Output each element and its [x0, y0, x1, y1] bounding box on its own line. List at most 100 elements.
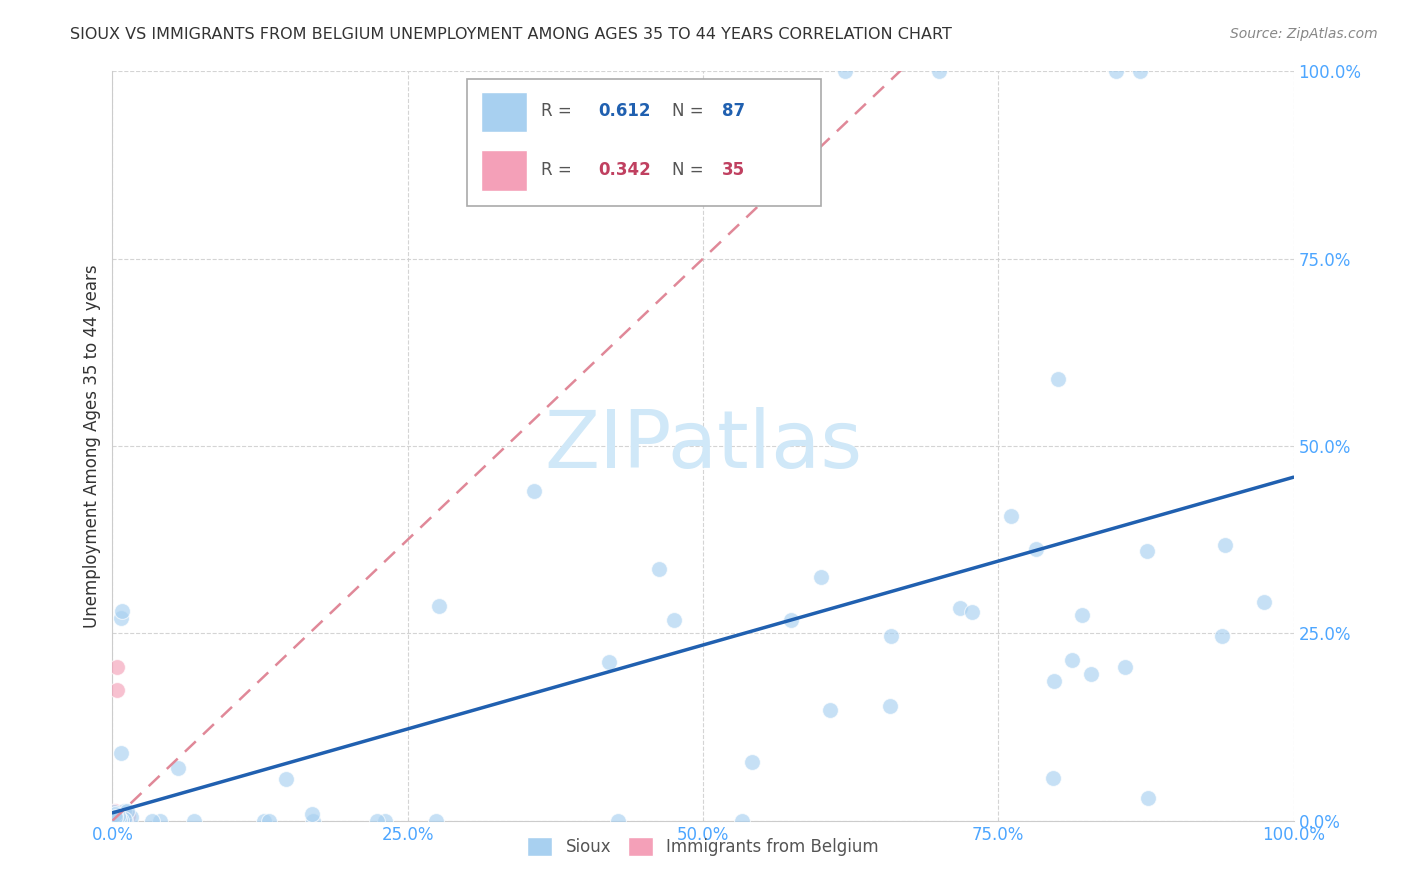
- Point: [105, 814, 128, 828]
- Point: [115, 804, 138, 818]
- Point: [108, 813, 131, 827]
- Point: [103, 812, 125, 826]
- Point: [104, 813, 127, 827]
- Point: [103, 814, 125, 828]
- Point: [107, 812, 129, 826]
- Point: [104, 814, 127, 828]
- Point: [1042, 771, 1064, 785]
- Point: [114, 813, 136, 827]
- Point: [103, 812, 125, 826]
- Point: [427, 599, 450, 613]
- Point: [104, 807, 127, 822]
- Point: [101, 812, 124, 826]
- Point: [114, 811, 136, 825]
- Point: [366, 814, 388, 828]
- Point: [167, 761, 190, 775]
- Point: [425, 814, 447, 828]
- Y-axis label: Unemployment Among Ages 35 to 44 years: Unemployment Among Ages 35 to 44 years: [83, 264, 101, 628]
- Point: [107, 809, 129, 823]
- Point: [103, 810, 125, 824]
- Point: [183, 814, 205, 828]
- Point: [105, 811, 128, 825]
- Text: SIOUX VS IMMIGRANTS FROM BELGIUM UNEMPLOYMENT AMONG AGES 35 TO 44 YEARS CORRELAT: SIOUX VS IMMIGRANTS FROM BELGIUM UNEMPLO…: [70, 27, 952, 42]
- Point: [253, 814, 276, 828]
- Point: [780, 613, 803, 627]
- Point: [606, 814, 628, 828]
- Point: [120, 809, 142, 823]
- Text: ZIPatlas: ZIPatlas: [544, 407, 862, 485]
- Point: [110, 813, 132, 827]
- Point: [103, 812, 125, 826]
- Point: [110, 813, 132, 827]
- Point: [103, 812, 125, 826]
- Point: [834, 64, 856, 78]
- Point: [1211, 629, 1233, 643]
- Point: [598, 655, 620, 669]
- Legend: Sioux, Immigrants from Belgium: Sioux, Immigrants from Belgium: [519, 829, 887, 864]
- Point: [104, 808, 127, 822]
- Point: [1253, 595, 1275, 609]
- Point: [107, 813, 129, 827]
- Point: [110, 611, 132, 625]
- Point: [1136, 543, 1159, 558]
- Point: [103, 812, 125, 826]
- Point: [105, 812, 128, 826]
- Point: [103, 805, 125, 819]
- Point: [101, 808, 124, 822]
- Point: [104, 804, 127, 818]
- Point: [301, 814, 323, 828]
- Point: [741, 755, 763, 769]
- Point: [104, 812, 127, 826]
- Point: [730, 814, 752, 828]
- Text: Source: ZipAtlas.com: Source: ZipAtlas.com: [1230, 27, 1378, 41]
- Point: [104, 814, 127, 828]
- Point: [104, 813, 127, 827]
- Point: [103, 809, 125, 823]
- Point: [1000, 508, 1022, 523]
- Point: [1114, 660, 1136, 674]
- Point: [1071, 608, 1094, 623]
- Point: [1046, 372, 1069, 386]
- Point: [948, 600, 970, 615]
- Point: [103, 814, 125, 828]
- Point: [648, 562, 671, 576]
- Point: [105, 813, 128, 827]
- Point: [101, 812, 124, 826]
- Point: [149, 814, 172, 828]
- Point: [111, 812, 134, 826]
- Point: [104, 812, 127, 826]
- Point: [1042, 674, 1064, 689]
- Point: [104, 810, 127, 824]
- Point: [1080, 666, 1102, 681]
- Point: [962, 605, 984, 619]
- Point: [820, 703, 842, 717]
- Point: [112, 805, 135, 819]
- Point: [105, 809, 128, 823]
- Point: [141, 814, 163, 828]
- Point: [101, 811, 124, 825]
- Point: [104, 810, 127, 824]
- Point: [104, 806, 127, 821]
- Point: [108, 812, 131, 826]
- Point: [810, 570, 832, 584]
- Point: [301, 807, 323, 822]
- Point: [879, 698, 901, 713]
- Point: [105, 808, 128, 822]
- Point: [101, 814, 124, 828]
- Point: [105, 813, 128, 827]
- Point: [101, 810, 124, 824]
- Point: [112, 812, 135, 826]
- Point: [108, 812, 131, 826]
- Point: [1025, 541, 1047, 556]
- Point: [117, 808, 139, 822]
- Point: [107, 814, 129, 828]
- Point: [107, 813, 129, 827]
- Point: [103, 809, 125, 823]
- Point: [928, 64, 950, 78]
- Point: [104, 812, 127, 826]
- Point: [1105, 64, 1128, 78]
- Point: [101, 812, 124, 826]
- Point: [880, 629, 903, 643]
- Point: [105, 682, 128, 697]
- Point: [1136, 791, 1159, 805]
